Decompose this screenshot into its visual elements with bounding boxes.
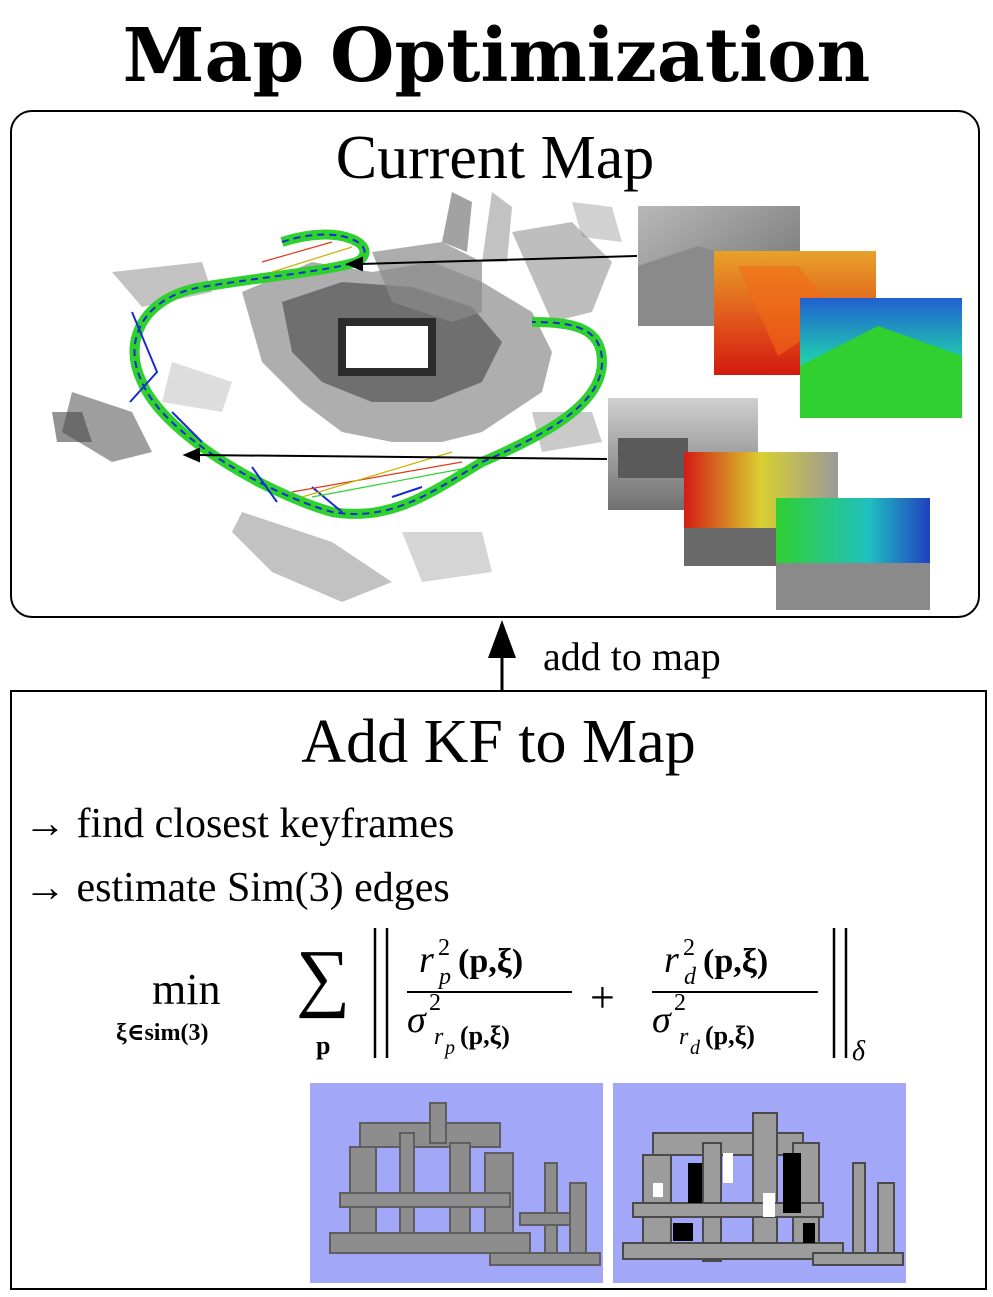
keyframe-image-stack-top (638, 206, 962, 418)
fraction-photometric: r 2 p (p,ξ) σ 2 r p (p,ξ) (407, 935, 572, 1059)
svg-text:p: p (437, 964, 451, 990)
svg-text:2: 2 (674, 990, 686, 1016)
point-cloud (52, 192, 622, 602)
summation-symbol: ∑ (296, 935, 350, 1019)
svg-text:r: r (664, 939, 679, 981)
svg-text:(p,ξ): (p,ξ) (705, 1021, 755, 1050)
add-kf-title: Add KF to Map (301, 708, 696, 776)
norm-bars-left (373, 928, 389, 1058)
keyframe-trajectory (129, 229, 608, 519)
step-label: find closest keyframes (76, 801, 455, 847)
formula-sum-subscript: p (316, 1031, 330, 1060)
render-depth-map-right (613, 1083, 906, 1283)
svg-text:σ: σ (407, 999, 427, 1041)
keyframe-image-stack-bottom (608, 398, 930, 610)
svg-text:σ: σ (652, 999, 672, 1041)
norm-bars-right (832, 928, 848, 1058)
optimization-formula: min ξ∈sim(3) ∑ p δ r 2 p (p,ξ) σ 2 r p (… (116, 928, 866, 1067)
current-map-panel: Current Map (10, 110, 980, 618)
svg-text:p: p (443, 1037, 455, 1059)
svg-text:(p,ξ): (p,ξ) (703, 943, 768, 980)
svg-text:(p,ξ): (p,ξ) (460, 1021, 510, 1050)
svg-text:2: 2 (438, 935, 450, 961)
svg-text:r: r (419, 939, 434, 981)
add-to-map-label: add to map (543, 634, 721, 679)
render-depth-map-left (310, 1083, 603, 1283)
add-kf-panel: Add KF to Map → find closest keyframes →… (10, 690, 987, 1290)
svg-text:(p,ξ): (p,ξ) (458, 943, 523, 980)
structure-render-right (622, 1112, 904, 1266)
plus-sign: + (590, 973, 615, 1022)
keyframe-pointers (182, 255, 638, 463)
formula-min-subscript: ξ∈sim(3) (116, 1020, 208, 1046)
point-cloud-map (52, 192, 638, 602)
right-arrow-icon: → (24, 801, 66, 847)
step-label: estimate Sim(3) edges (76, 865, 450, 911)
svg-text:2: 2 (429, 990, 441, 1016)
svg-text:d: d (690, 1037, 701, 1059)
step-find-keyframes: → find closest keyframes (24, 798, 454, 850)
norm-subscript: δ (852, 1036, 866, 1067)
current-map-title: Current Map (335, 124, 655, 192)
svg-text:2: 2 (683, 935, 695, 961)
fraction-depth: r 2 d (p,ξ) σ 2 r d (p,ξ) (652, 935, 818, 1059)
svg-text:r: r (434, 1024, 444, 1050)
loop-constraints (261, 241, 473, 498)
formula-min: min (152, 965, 220, 1014)
page-title: Map Optimization (122, 13, 871, 99)
right-arrow-icon: → (24, 865, 66, 911)
svg-text:r: r (679, 1024, 689, 1050)
structure-render-left (329, 1102, 601, 1266)
step-estimate-edges: → estimate Sim(3) edges (24, 862, 450, 914)
add-to-map-arrow (488, 620, 516, 690)
svg-text:d: d (684, 964, 697, 990)
